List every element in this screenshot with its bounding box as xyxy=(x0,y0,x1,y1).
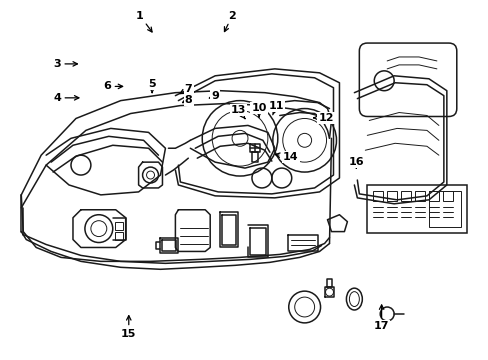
Text: 7: 7 xyxy=(180,84,192,94)
Bar xyxy=(115,231,122,239)
Text: 4: 4 xyxy=(53,93,79,103)
Text: 8: 8 xyxy=(182,95,192,105)
Bar xyxy=(428,191,438,201)
Text: 16: 16 xyxy=(348,157,364,168)
Bar xyxy=(366,185,466,233)
Text: 2: 2 xyxy=(224,11,236,32)
Text: 6: 6 xyxy=(103,81,122,91)
Text: 12: 12 xyxy=(313,113,333,123)
Text: 17: 17 xyxy=(373,305,388,332)
Text: 5: 5 xyxy=(148,78,156,93)
Text: 13: 13 xyxy=(230,105,246,119)
Bar xyxy=(400,191,410,201)
Text: 15: 15 xyxy=(121,316,136,339)
Text: 14: 14 xyxy=(275,152,298,162)
Bar xyxy=(414,191,424,201)
Text: 3: 3 xyxy=(53,59,77,69)
Bar xyxy=(386,191,396,201)
Text: 9: 9 xyxy=(209,91,219,101)
Text: 11: 11 xyxy=(268,101,283,115)
Bar xyxy=(442,191,452,201)
Bar xyxy=(372,191,383,201)
Bar xyxy=(428,191,460,227)
Bar xyxy=(115,222,122,230)
Text: 1: 1 xyxy=(136,11,152,32)
Text: 10: 10 xyxy=(251,103,266,117)
